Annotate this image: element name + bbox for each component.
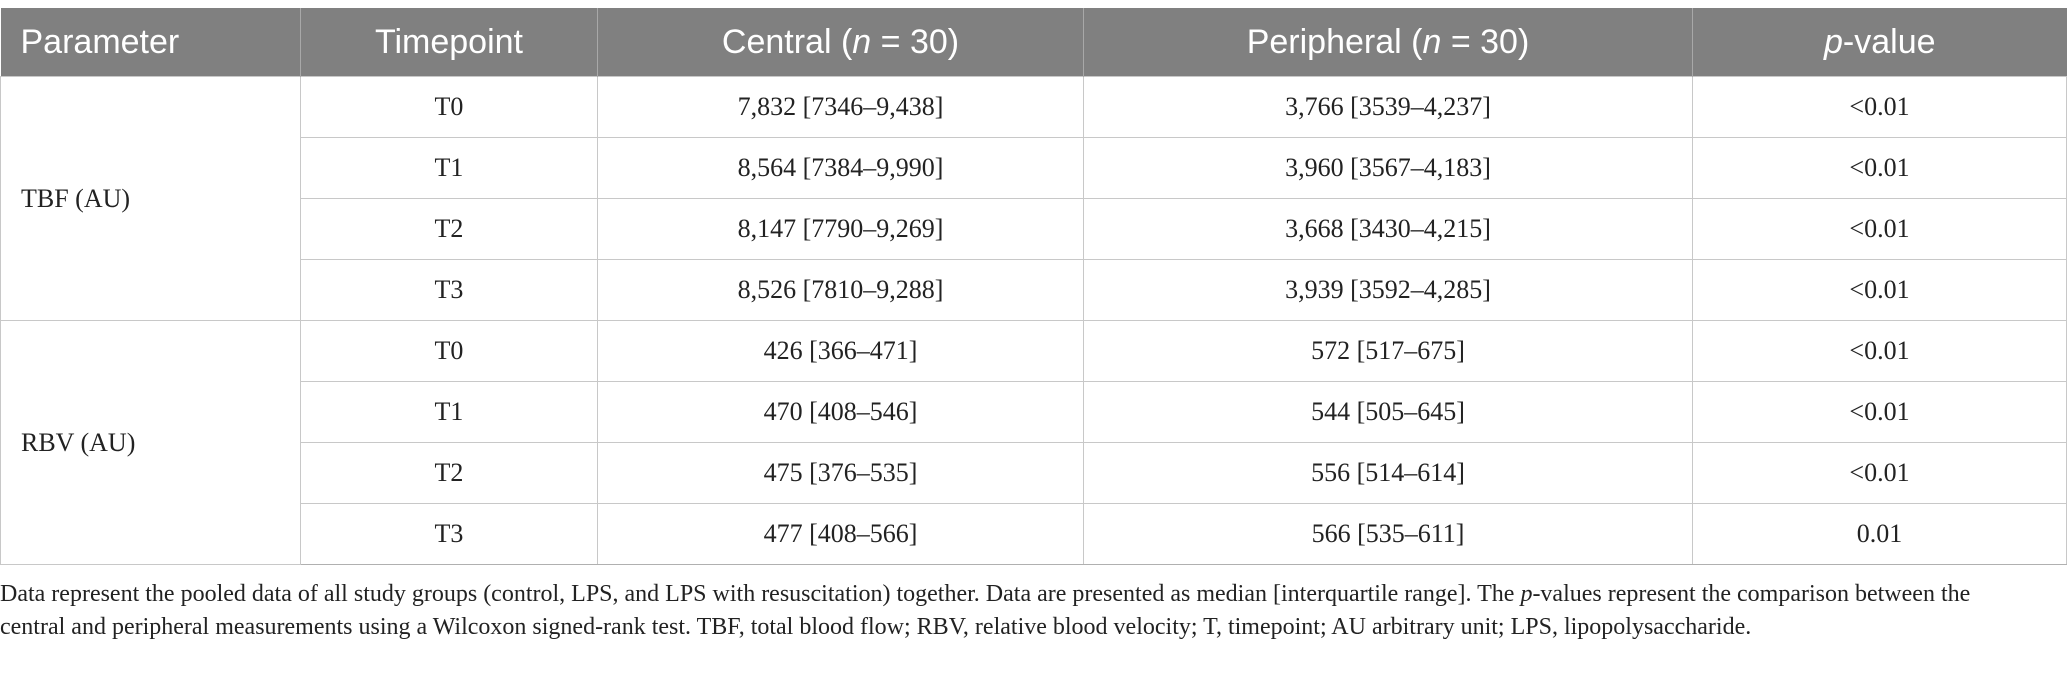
- table-header: Parameter Timepoint Central (n = 30) Per…: [0, 8, 2067, 77]
- header-peripheral-prefix: Peripheral (: [1246, 22, 1423, 61]
- central-cell: 7,832 [7346–9,438]: [597, 76, 1084, 138]
- pvalue-cell: <0.01: [1692, 137, 2067, 199]
- table-row: T1 8,564 [7384–9,990] 3,960 [3567–4,183]…: [1, 137, 2067, 199]
- header-pvalue-suffix: -value: [1842, 22, 1936, 61]
- header-peripheral-n: n: [1422, 22, 1442, 61]
- footnote-p: p: [1520, 581, 1533, 607]
- header-pvalue-p: p: [1823, 22, 1843, 61]
- header-peripheral: Peripheral (n = 30): [1083, 8, 1693, 77]
- peripheral-cell: 3,960 [3567–4,183]: [1083, 137, 1693, 199]
- table-row: T3 477 [408–566] 566 [535–611] 0.01: [1, 503, 2067, 565]
- pvalue-cell: <0.01: [1692, 320, 2067, 382]
- table-row: RBV (AU) T0 426 [366–471] 572 [517–675] …: [0, 320, 2067, 565]
- central-cell: 426 [366–471]: [597, 320, 1084, 382]
- pvalue-cell: <0.01: [1692, 259, 2067, 321]
- peripheral-cell: 566 [535–611]: [1083, 503, 1693, 565]
- header-parameter: Parameter: [0, 8, 301, 77]
- header-central-suffix: = 30): [871, 22, 960, 61]
- timepoint-cell: T2: [300, 198, 598, 260]
- peripheral-cell: 3,766 [3539–4,237]: [1083, 76, 1693, 138]
- pvalue-cell: <0.01: [1692, 442, 2067, 504]
- header-row: Parameter Timepoint Central (n = 30) Per…: [0, 8, 2067, 77]
- timepoint-cell: T0: [300, 76, 598, 138]
- footnote-part2: -values represent the comparison between…: [0, 581, 1971, 640]
- table-row: T3 8,526 [7810–9,288] 3,939 [3592–4,285]…: [1, 259, 2067, 321]
- central-cell: 475 [376–535]: [597, 442, 1084, 504]
- pvalue-cell: <0.01: [1692, 381, 2067, 443]
- pvalue-cell: <0.01: [1692, 76, 2067, 138]
- header-central-prefix: Central (: [721, 22, 853, 61]
- parameter-cell-rbv: RBV (AU): [0, 320, 301, 565]
- central-cell: 8,526 [7810–9,288]: [597, 259, 1084, 321]
- table-footnote: Data represent the pooled data of all st…: [0, 578, 2040, 644]
- timepoint-cell: T0: [300, 320, 598, 382]
- peripheral-cell: 3,939 [3592–4,285]: [1083, 259, 1693, 321]
- timepoint-cell: T1: [300, 137, 598, 199]
- pvalue-cell: <0.01: [1692, 198, 2067, 260]
- table-row: TBF (AU) T0 7,832 [7346–9,438] 3,766 [35…: [0, 76, 2067, 321]
- parameter-cell-tbf: TBF (AU): [0, 76, 301, 321]
- central-cell: 8,147 [7790–9,269]: [597, 198, 1084, 260]
- central-cell: 8,564 [7384–9,990]: [597, 137, 1084, 199]
- peripheral-cell: 3,668 [3430–4,215]: [1083, 198, 1693, 260]
- table-row: T2 8,147 [7790–9,269] 3,668 [3430–4,215]…: [1, 198, 2067, 260]
- table-body: TBF (AU) T0 7,832 [7346–9,438] 3,766 [35…: [0, 76, 2067, 565]
- peripheral-cell: 556 [514–614]: [1083, 442, 1693, 504]
- timepoint-cell: T3: [300, 503, 598, 565]
- table-row: T1 470 [408–546] 544 [505–645] <0.01: [1, 381, 2067, 443]
- results-table-container: Parameter Timepoint Central (n = 30) Per…: [0, 8, 2067, 565]
- table-row: T2 475 [376–535] 556 [514–614] <0.01: [1, 442, 2067, 504]
- peripheral-cell: 544 [505–645]: [1083, 381, 1693, 443]
- timepoint-cell: T3: [300, 259, 598, 321]
- central-cell: 470 [408–546]: [597, 381, 1084, 443]
- header-pvalue: p-value: [1692, 8, 2067, 77]
- header-central: Central (n = 30): [597, 8, 1084, 77]
- timepoint-cell: T2: [300, 442, 598, 504]
- peripheral-cell: 572 [517–675]: [1083, 320, 1693, 382]
- timepoint-cell: T1: [300, 381, 598, 443]
- header-timepoint: Timepoint: [300, 8, 598, 77]
- footnote-part1: Data represent the pooled data of all st…: [0, 581, 1521, 607]
- results-table: Parameter Timepoint Central (n = 30) Per…: [0, 8, 2067, 565]
- central-cell: 477 [408–566]: [597, 503, 1084, 565]
- header-peripheral-suffix: = 30): [1441, 22, 1530, 61]
- pvalue-cell: 0.01: [1692, 503, 2067, 565]
- header-central-n: n: [852, 22, 872, 61]
